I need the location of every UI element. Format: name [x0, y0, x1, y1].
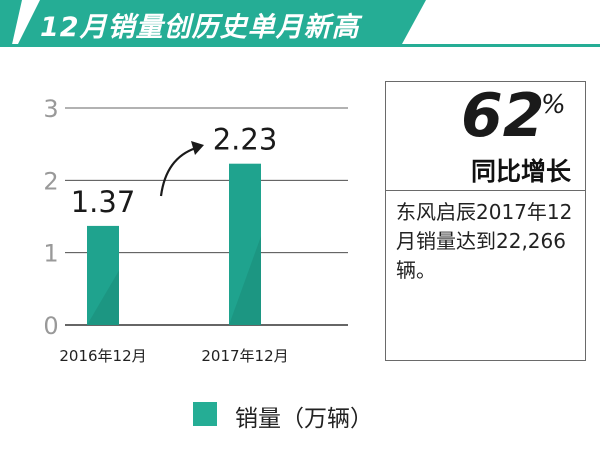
y-tick-label: 3 [43, 95, 58, 123]
panel-divider [385, 190, 586, 191]
growth-arrow-head [191, 141, 204, 155]
bar-shade [229, 236, 261, 325]
percent-sign: % [541, 90, 566, 120]
y-tick-label: 2 [43, 167, 58, 195]
legend-label: 销量（万辆） [235, 406, 373, 432]
bar [229, 163, 261, 325]
sales-description: 东风启辰2017年12月销量达到22,266辆。 [396, 200, 573, 282]
banner-background [18, 0, 426, 44]
y-tick-label: 1 [43, 240, 58, 268]
y-tick-label: 0 [43, 312, 58, 340]
data-label: 1.37 [71, 185, 136, 219]
growth-arrow [159, 146, 197, 197]
category-label: 2016年12月 [59, 347, 146, 365]
category-label: 2017年12月 [201, 347, 288, 365]
legend-swatch [193, 402, 217, 426]
data-label: 2.23 [213, 123, 278, 157]
growth-label: 同比增长 [471, 157, 572, 186]
growth-percent: 62 [461, 81, 545, 151]
banner-underline [0, 44, 600, 47]
growth-panel: 62 % 同比增长 东风启辰2017年12月销量达到22,266辆。 [385, 81, 586, 361]
page-title: 12月销量创历史单月新高 [40, 12, 360, 43]
bar-shade [87, 270, 119, 325]
bar [87, 225, 119, 325]
title-banner: 12月销量创历史单月新高 [0, 0, 600, 50]
